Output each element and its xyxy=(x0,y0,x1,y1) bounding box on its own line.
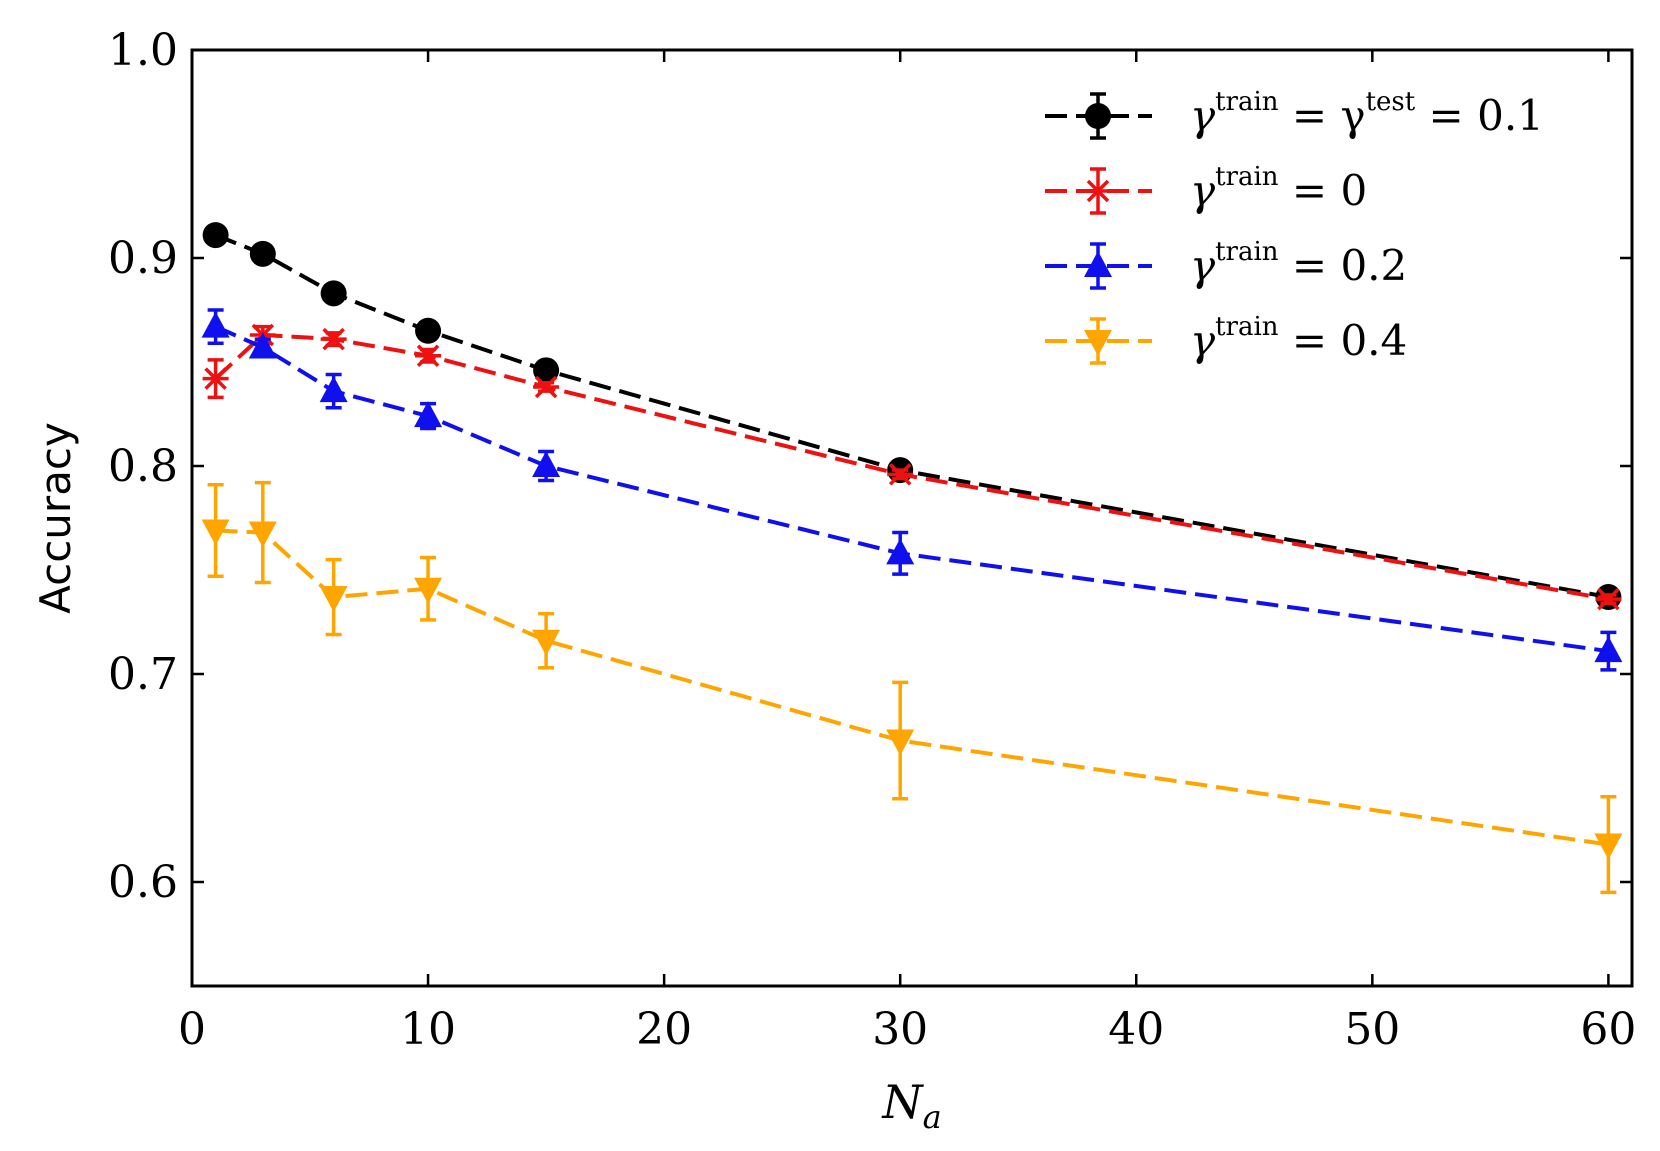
data-point-2-1 xyxy=(248,332,277,359)
data-point-0-2 xyxy=(320,280,347,307)
data-point-2-3 xyxy=(414,401,443,428)
data-point-0-0 xyxy=(202,222,229,249)
plot-frame xyxy=(190,48,1634,988)
series-line-3 xyxy=(215,528,1609,847)
legend-marker-3 xyxy=(1084,330,1112,356)
data-point-1-0 xyxy=(202,367,229,390)
series-3 xyxy=(201,480,1623,895)
data-point-1-6 xyxy=(1595,587,1622,611)
data-point-1-3 xyxy=(415,344,442,367)
x-tick-label-0: 0 xyxy=(178,1004,206,1055)
x-tick-label-5: 50 xyxy=(1344,1004,1400,1055)
series-line-2 xyxy=(214,324,1609,654)
legend-label-2: γtrain = 0.2 xyxy=(1190,237,1407,290)
y-tick-label-1: 0.7 xyxy=(108,649,178,700)
legend-label-0: γtrain = γtest = 0.1 xyxy=(1190,87,1544,140)
legend-marker-2 xyxy=(1084,251,1112,277)
legend-marker-1 xyxy=(1085,179,1111,203)
y-tick-label-0: 0.6 xyxy=(108,857,178,908)
y-tick-label-4: 1.0 xyxy=(108,25,178,76)
data-point-0-3 xyxy=(415,317,442,344)
data-point-2-6 xyxy=(1594,636,1623,663)
legend-entry-1: γtrain = 0 xyxy=(1045,162,1367,215)
x-tick-label-3: 30 xyxy=(872,1004,928,1055)
data-point-3-2 xyxy=(319,586,348,613)
x-tick-label-6: 60 xyxy=(1580,1004,1636,1055)
legend-entry-2: γtrain = 0.2 xyxy=(1045,237,1407,290)
x-axis-title-main: N xyxy=(881,1075,924,1129)
legend: γtrain = γtest = 0.1 γtrain = 0 γtrain = 0… xyxy=(1045,87,1544,365)
data-point-1-5 xyxy=(887,463,914,486)
y-tick-label-2: 0.8 xyxy=(108,441,178,492)
data-point-2-2 xyxy=(319,376,348,403)
series-2 xyxy=(201,308,1623,672)
x-axis-title-sub: a xyxy=(923,1098,942,1136)
data-point-2-0 xyxy=(201,311,230,338)
legend-label-3: γtrain = 0.4 xyxy=(1190,312,1407,365)
data-point-2-4 xyxy=(532,451,561,477)
data-point-3-1 xyxy=(248,521,277,548)
legend-label-1: γtrain = 0 xyxy=(1190,162,1367,215)
x-axis-title: Na xyxy=(881,1075,941,1136)
data-point-3-3 xyxy=(414,577,443,604)
data-point-1-2 xyxy=(320,327,347,351)
data-point-2-5 xyxy=(886,538,915,565)
data-point-3-5 xyxy=(886,729,915,756)
data-point-3-6 xyxy=(1594,833,1623,860)
x-tick-label-1: 10 xyxy=(400,1004,456,1055)
data-point-3-0 xyxy=(201,519,230,546)
data-point-1-4 xyxy=(533,375,560,399)
data-point-0-1 xyxy=(249,240,276,267)
legend-entry-0: γtrain = γtest = 0.1 xyxy=(1045,87,1544,140)
legend-entry-3: γtrain = 0.4 xyxy=(1045,312,1407,365)
legend-marker-0 xyxy=(1085,103,1111,129)
x-tick-label-4: 40 xyxy=(1108,1004,1164,1055)
y-tick-label-3: 0.9 xyxy=(108,233,178,284)
data-point-0-4 xyxy=(533,357,560,384)
x-tick-label-2: 20 xyxy=(636,1004,692,1055)
series-0 xyxy=(202,222,1622,611)
y-axis-title: Accuracy xyxy=(31,422,80,614)
data-point-3-4 xyxy=(532,629,561,656)
